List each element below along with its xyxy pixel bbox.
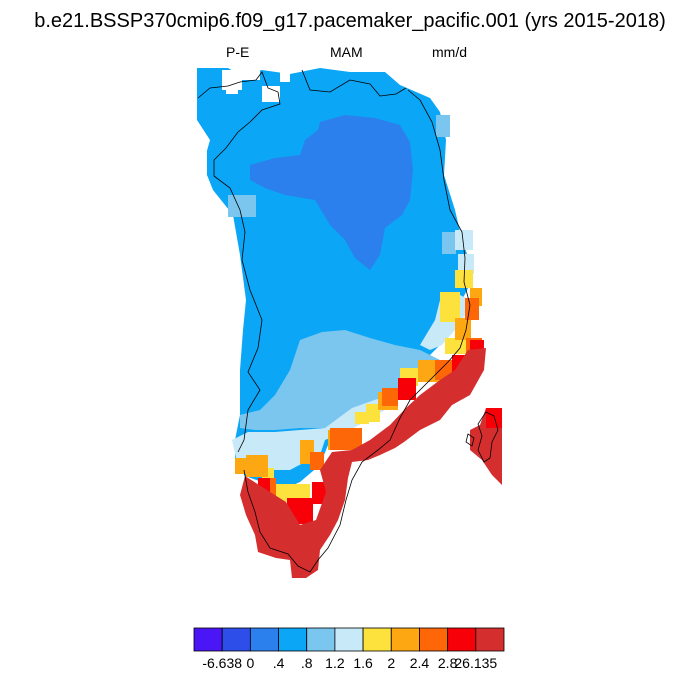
colorbar-tick-label: 1.6 <box>353 655 373 671</box>
colorbar-box <box>419 627 449 652</box>
yellow-cell <box>440 292 460 322</box>
coastline-path <box>301 69 407 97</box>
colorbar-box <box>278 627 308 652</box>
yellow-cell <box>445 338 467 354</box>
mask-cell <box>226 78 238 94</box>
mask-cell <box>195 150 207 180</box>
yellow-cell <box>355 412 369 424</box>
coastline-path <box>243 89 471 573</box>
light-blue-region <box>240 330 440 430</box>
coastline-path <box>465 433 475 447</box>
colorbar-tick-label: .8 <box>301 655 313 671</box>
mask-cell <box>280 72 290 82</box>
pale-blue-cell <box>455 230 473 250</box>
pale-blue-cell <box>458 254 474 274</box>
orange-cell <box>418 360 440 382</box>
interior-region <box>250 115 413 270</box>
coastline-path <box>477 411 499 463</box>
yellow-cell <box>272 484 310 502</box>
yellow-cell <box>366 404 380 422</box>
dark-orange-cell <box>382 388 398 406</box>
orange-cell <box>246 455 268 477</box>
light-blue-cell <box>228 195 256 217</box>
colorbar-tick-label: 2.8 <box>438 655 458 671</box>
mask-cell <box>240 66 260 80</box>
units-label: mm/d <box>432 44 467 60</box>
variable-label: P-E <box>226 44 250 60</box>
map-title: b.e21.BSSP370cmip6.f09_g17.pacemaker_pac… <box>34 10 666 32</box>
colorbar-box <box>193 627 223 652</box>
colorbar-tick-label: .4 <box>273 655 285 671</box>
map-cells <box>195 66 502 578</box>
colorbar-box <box>334 627 364 652</box>
mask-cell <box>262 86 280 102</box>
colorbar-box <box>249 627 279 652</box>
colorbar-box <box>390 627 420 652</box>
pale-blue-region <box>232 392 395 470</box>
colorbar-tick-label: 26.135 <box>454 655 497 671</box>
dark-orange-cell <box>310 452 324 470</box>
colorbar-ticks: -6.638 0 .4 .8 1.2 1.6 2 2.4 2.826.135 <box>202 655 497 671</box>
red-cell <box>486 408 502 428</box>
light-blue-cell <box>436 115 450 137</box>
colorbar-boxes <box>193 627 505 652</box>
colorbar-tick-label: 2 <box>387 655 395 671</box>
colorbar-box <box>306 627 336 652</box>
colorbar-tick-label: 1.2 <box>325 655 345 671</box>
colorbar-tick-label: 0 <box>246 655 254 671</box>
colorbar-box <box>221 627 251 652</box>
coastline-path <box>197 71 281 453</box>
colorbar-tick-label: 2.4 <box>410 655 430 671</box>
colorbar-tick-label: -6.638 <box>202 655 242 671</box>
colorbar-box <box>447 627 477 652</box>
red-cell <box>398 378 416 400</box>
colorbar-box <box>362 627 392 652</box>
colorbar-box <box>475 627 505 652</box>
season-label: MAM <box>330 44 363 60</box>
light-blue-cell <box>442 232 456 254</box>
dark-red-region <box>240 348 486 578</box>
red-cell <box>312 482 326 504</box>
coastline <box>197 69 499 573</box>
dark-orange-cell <box>330 428 362 450</box>
